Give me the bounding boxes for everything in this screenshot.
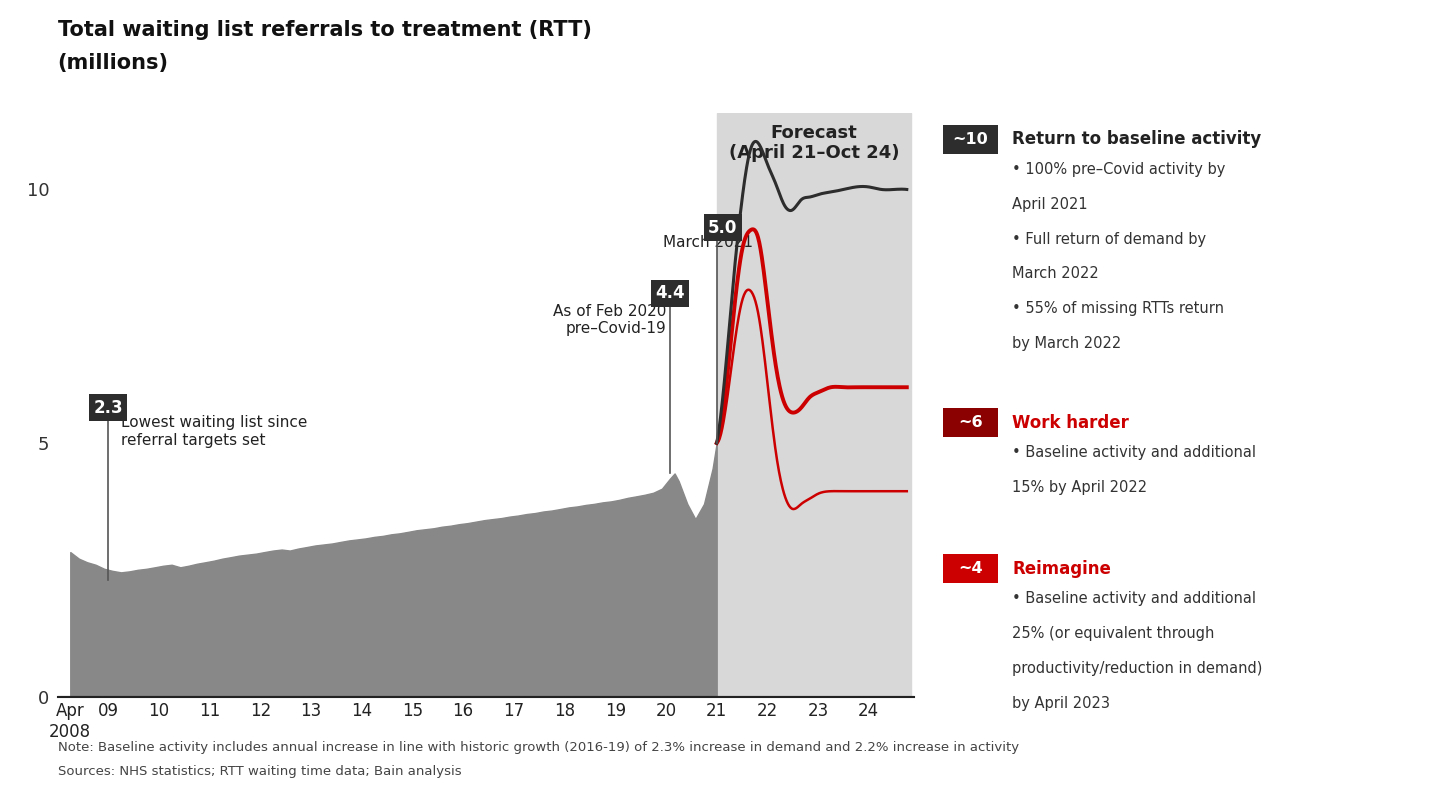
Text: productivity/reduction in demand): productivity/reduction in demand) [1012,661,1263,676]
Text: 15% by April 2022: 15% by April 2022 [1012,480,1148,496]
Text: ~6: ~6 [958,416,984,430]
Text: by April 2023: by April 2023 [1012,696,1110,711]
Text: Work harder: Work harder [1012,414,1129,432]
Text: (millions): (millions) [58,53,168,73]
Text: • 100% pre–Covid activity by: • 100% pre–Covid activity by [1012,162,1225,177]
Text: • Baseline activity and additional: • Baseline activity and additional [1012,591,1256,607]
Text: ~10: ~10 [953,132,988,147]
Text: 5.0: 5.0 [708,219,737,237]
Text: • 55% of missing RTTs return: • 55% of missing RTTs return [1012,301,1224,317]
Text: 2.3: 2.3 [94,399,122,416]
Text: 25% (or equivalent through: 25% (or equivalent through [1012,626,1215,642]
Text: Sources: NHS statistics; RTT waiting time data; Bain analysis: Sources: NHS statistics; RTT waiting tim… [58,765,461,778]
Text: Return to baseline activity: Return to baseline activity [1012,130,1261,148]
Text: Reimagine: Reimagine [1012,560,1112,578]
Text: March 2021: March 2021 [664,235,753,250]
Text: April 2021: April 2021 [1012,197,1089,212]
Text: Forecast
(April 21–Oct 24): Forecast (April 21–Oct 24) [729,124,899,162]
Text: Total waiting list referrals to treatment (RTT): Total waiting list referrals to treatmen… [58,20,592,40]
Text: Lowest waiting list since
referral targets set: Lowest waiting list since referral targe… [121,416,307,448]
Text: ~4: ~4 [958,561,984,576]
Text: • Full return of demand by: • Full return of demand by [1012,232,1207,247]
Text: by March 2022: by March 2022 [1012,336,1122,352]
Bar [717,113,912,697]
Text: Note: Baseline activity includes annual increase in line with historic growth (2: Note: Baseline activity includes annual … [58,741,1018,754]
Text: March 2022: March 2022 [1012,266,1099,282]
Text: 4.4: 4.4 [655,284,685,302]
Text: As of Feb 2020
pre–Covid-19: As of Feb 2020 pre–Covid-19 [553,304,665,336]
Text: • Baseline activity and additional: • Baseline activity and additional [1012,446,1256,461]
